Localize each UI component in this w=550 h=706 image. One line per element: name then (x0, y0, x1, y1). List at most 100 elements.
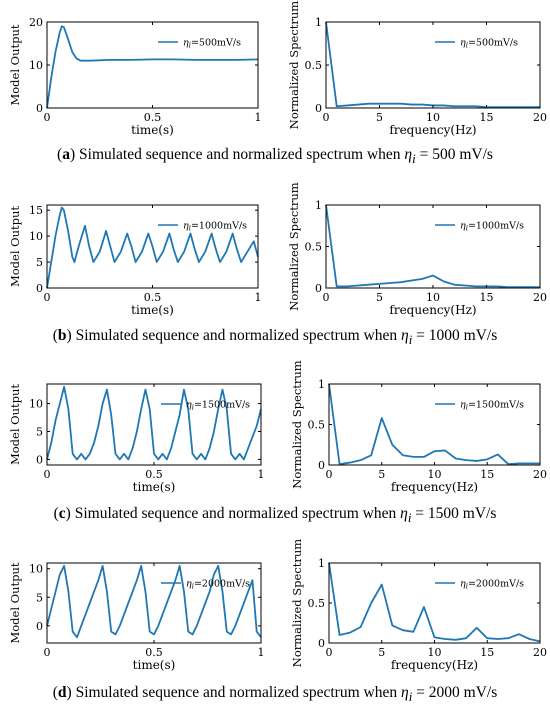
x-tick-label: 1 (255, 111, 262, 124)
y-tick-label: 0 (36, 282, 43, 295)
y-tick-label: 0.5 (308, 597, 326, 610)
caption-eta-sub: i (408, 332, 413, 348)
series-line (46, 206, 259, 289)
caption-letter: b (57, 327, 67, 344)
caption-eta: η (400, 327, 409, 344)
caption-eta: η (404, 146, 413, 163)
caption-a: (a) Simulated sequence and normalized sp… (57, 146, 493, 167)
caption-b: (b) Simulated sequence and normalized sp… (52, 327, 498, 348)
y-axis-label: Model Output (8, 384, 22, 465)
caption-letter: a (62, 146, 70, 163)
series-line (328, 562, 541, 643)
x-axis-label: time(s) (131, 303, 174, 317)
x-tick-label: 15 (480, 291, 494, 304)
x-tick-label: 20 (533, 646, 547, 659)
y-tick-label: 10 (29, 398, 43, 411)
y-tick-label: 5 (36, 256, 43, 269)
x-tick-label: 1 (258, 646, 265, 659)
y-tick-label: 5 (36, 591, 43, 604)
caption-letter: d (57, 684, 67, 701)
x-axis-label: frequency(Hz) (391, 480, 478, 494)
legend-label: ηi=1000mV/s (460, 221, 524, 233)
legend-label: ηi=2000mV/s (460, 579, 524, 591)
x-axis-label: frequency(Hz) (389, 303, 476, 317)
caption-value: = 2000 mV/s (416, 684, 498, 701)
x-tick-label: 0 (326, 468, 333, 481)
x-tick-label: 5 (376, 111, 383, 124)
x-axis-label: frequency(Hz) (391, 658, 478, 672)
x-tick-label: 0.5 (144, 111, 162, 124)
y-tick-label: 10 (29, 230, 43, 243)
x-tick-label: 0 (44, 291, 51, 304)
x-tick-label: 10 (426, 291, 440, 304)
y-tick-label: 0.5 (305, 241, 323, 254)
y-tick-label: 10 (29, 563, 43, 576)
y-tick-label: 0 (315, 102, 322, 115)
y-tick-label: 1 (318, 557, 325, 570)
y-tick-label: 0 (315, 282, 322, 295)
caption-eta: η (400, 684, 409, 701)
legend-label: ηi=2000mV/s (186, 579, 250, 591)
x-axis-label: time(s) (133, 658, 176, 672)
x-tick-label: 15 (480, 646, 494, 659)
plot-frame (325, 21, 541, 109)
x-tick-label: 0 (323, 291, 330, 304)
spectrum-plot-d: 0 5 10 15 20 0 0.5 1 frequency(Hz) Normalized Spe… (290, 539, 547, 672)
x-tick-label: 5 (376, 291, 383, 304)
x-tick-label: 1 (255, 291, 262, 304)
legend-label: ηi=1500mV/s (186, 400, 250, 412)
y-axis-label: Model Output (8, 562, 22, 643)
y-tick-label: 5 (36, 425, 43, 438)
legend-label: ηi=1000mV/s (183, 221, 247, 233)
plot-frame (328, 562, 541, 644)
x-tick-label: 20 (533, 468, 547, 481)
x-tick-label: 0.5 (144, 291, 162, 304)
x-tick-label: 1 (258, 468, 265, 481)
caption-d: (d) Simulated sequence and normalized sp… (52, 684, 498, 705)
spectrum-plot-b: 0 5 10 15 20 0 0.5 1 frequency(Hz) Normalized Spe… (287, 182, 547, 317)
y-tick-label: 15 (29, 204, 43, 217)
y-axis-label: Normalized Spectrum (290, 539, 304, 667)
x-tick-label: 15 (480, 111, 494, 124)
y-tick-label: 1 (315, 16, 322, 29)
caption-eta-sub: i (412, 151, 416, 167)
x-tick-label: 0 (44, 646, 51, 659)
series-line (325, 204, 540, 289)
x-tick-label: 0 (44, 468, 51, 481)
x-tick-label: 15 (480, 468, 494, 481)
y-tick-label: 0 (36, 102, 43, 115)
caption-text: Simulated sequence and normalized spectr… (74, 505, 397, 522)
x-tick-label: 10 (426, 111, 440, 124)
x-tick-label: 5 (378, 468, 385, 481)
caption-text: Simulated sequence and normalized spectr… (79, 146, 401, 163)
caption-value: = 500 mV/s (419, 146, 493, 163)
x-tick-label: 0 (323, 111, 330, 124)
legend-label: ηi=500mV/s (460, 38, 518, 50)
x-axis-label: time(s) (133, 480, 176, 494)
x-tick-label: 10 (428, 468, 442, 481)
caption-eta: η (400, 505, 408, 522)
y-axis-label: Model Output (8, 24, 22, 105)
y-axis-label: Normalized Spectrum (287, 1, 301, 129)
y-tick-label: 0.5 (305, 59, 323, 72)
y-axis-label: Normalized Spectrum (290, 360, 304, 488)
x-tick-label: 5 (378, 646, 385, 659)
y-tick-label: 20 (29, 16, 43, 29)
caption-value: = 1500 mV/s (415, 505, 497, 522)
series-line (46, 385, 262, 461)
y-tick-label: 1 (318, 378, 325, 391)
y-tick-label: 0.5 (308, 419, 326, 432)
y-tick-label: 0 (318, 637, 325, 650)
x-tick-label: 0.5 (145, 646, 163, 659)
x-tick-label: 20 (533, 111, 547, 124)
plot-frame (328, 383, 541, 466)
series-line (46, 564, 262, 639)
x-tick-label: 20 (533, 291, 547, 304)
caption-eta-sub: i (407, 510, 412, 526)
series-line (328, 383, 540, 466)
